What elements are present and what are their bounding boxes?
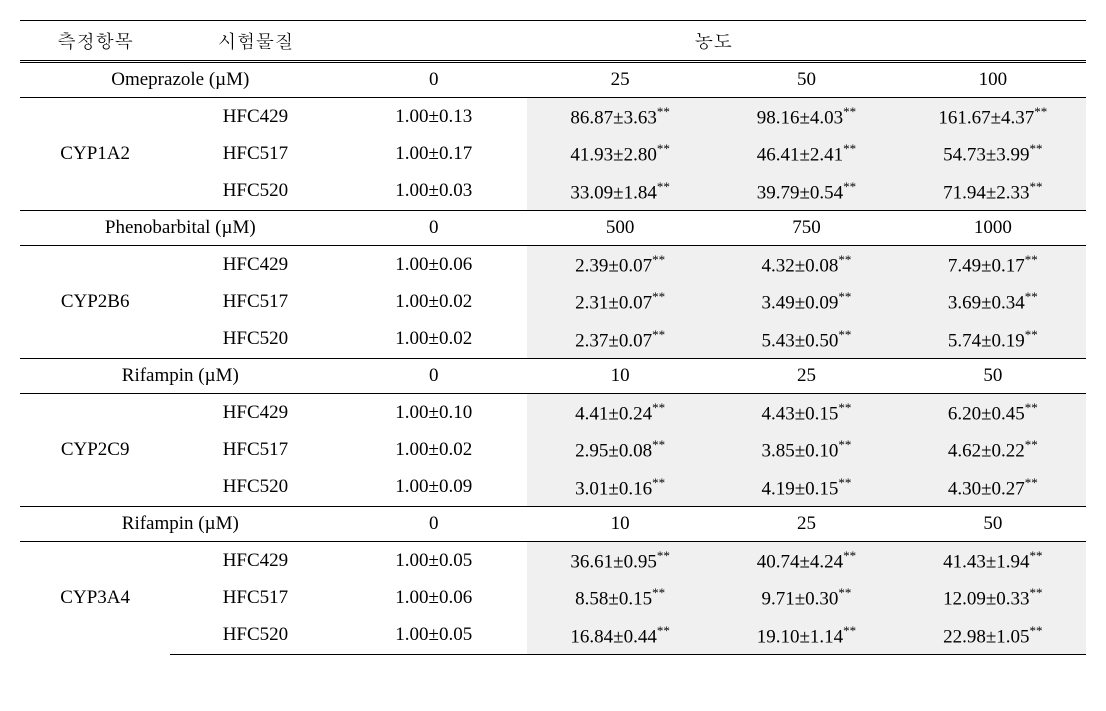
data-cell: 1.00±0.06 (341, 579, 527, 616)
data-cell: 54.73±3.99** (900, 135, 1086, 172)
dose-label: 0 (341, 62, 527, 98)
data-cell: 4.43±0.15** (713, 393, 899, 431)
data-cell: 1.00±0.13 (341, 98, 527, 136)
data-cell: 86.87±3.63** (527, 98, 713, 136)
data-cell: 1.00±0.02 (341, 283, 527, 320)
data-cell: 6.20±0.45** (900, 393, 1086, 431)
data-cell: 4.32±0.08** (713, 245, 899, 283)
dose-label: 0 (341, 358, 527, 393)
dose-label: 50 (713, 62, 899, 98)
data-cell: 46.41±2.41** (713, 135, 899, 172)
data-cell: 1.00±0.17 (341, 135, 527, 172)
data-cell: 1.00±0.06 (341, 245, 527, 283)
dose-label: 500 (527, 210, 713, 245)
drug-label: Rifampin (µM) (20, 358, 341, 393)
data-cell: 1.00±0.05 (341, 541, 527, 579)
data-cell: 4.19±0.15** (713, 469, 899, 507)
data-cell: 1.00±0.10 (341, 393, 527, 431)
data-cell: 161.67±4.37** (900, 98, 1086, 136)
data-cell: 40.74±4.24** (713, 541, 899, 579)
data-cell: 41.93±2.80** (527, 135, 713, 172)
data-cell: 19.10±1.14** (713, 617, 899, 655)
dose-label: 10 (527, 506, 713, 541)
drug-label: Rifampin (µM) (20, 506, 341, 541)
data-cell: 2.31±0.07** (527, 283, 713, 320)
data-cell: 3.85±0.10** (713, 431, 899, 468)
drug-label: Omeprazole (µM) (20, 62, 341, 98)
data-cell: 4.30±0.27** (900, 469, 1086, 507)
data-cell: 4.62±0.22** (900, 431, 1086, 468)
data-cell: 12.09±0.33** (900, 579, 1086, 616)
sample-label: HFC520 (170, 617, 340, 655)
dose-label: 10 (527, 358, 713, 393)
data-cell: 2.95±0.08** (527, 431, 713, 468)
data-cell: 3.01±0.16** (527, 469, 713, 507)
data-cell: 9.71±0.30** (713, 579, 899, 616)
dose-label: 25 (713, 506, 899, 541)
cyp-label: CYP3A4 (20, 541, 170, 654)
data-cell: 5.74±0.19** (900, 321, 1086, 359)
data-cell: 1.00±0.03 (341, 173, 527, 211)
data-cell: 5.43±0.50** (713, 321, 899, 359)
data-cell: 3.49±0.09** (713, 283, 899, 320)
drug-label: Phenobarbital (µM) (20, 210, 341, 245)
dose-label: 0 (341, 210, 527, 245)
sample-label: HFC520 (170, 469, 340, 507)
sample-label: HFC517 (170, 579, 340, 616)
cyp-label: CYP1A2 (20, 98, 170, 211)
data-cell: 1.00±0.05 (341, 617, 527, 655)
sample-label: HFC520 (170, 173, 340, 211)
data-cell: 1.00±0.09 (341, 469, 527, 507)
dose-label: 25 (527, 62, 713, 98)
data-cell: 22.98±1.05** (900, 617, 1086, 655)
header-sample: 시험물질 (170, 21, 340, 62)
data-cell: 98.16±4.03** (713, 98, 899, 136)
sample-label: HFC517 (170, 135, 340, 172)
header-item: 측정항목 (20, 21, 170, 62)
data-cell: 41.43±1.94** (900, 541, 1086, 579)
data-cell: 2.37±0.07** (527, 321, 713, 359)
dose-label: 0 (341, 506, 527, 541)
data-cell: 1.00±0.02 (341, 431, 527, 468)
data-cell: 1.00±0.02 (341, 321, 527, 359)
sample-label: HFC429 (170, 393, 340, 431)
sample-label: HFC520 (170, 321, 340, 359)
sample-label: HFC517 (170, 431, 340, 468)
data-cell: 4.41±0.24** (527, 393, 713, 431)
data-cell: 33.09±1.84** (527, 173, 713, 211)
cyp-label: CYP2C9 (20, 393, 170, 506)
sample-label: HFC429 (170, 541, 340, 579)
dose-label: 1000 (900, 210, 1086, 245)
dose-label: 25 (713, 358, 899, 393)
sample-label: HFC517 (170, 283, 340, 320)
sample-label: HFC429 (170, 98, 340, 136)
data-cell: 3.69±0.34** (900, 283, 1086, 320)
data-cell: 36.61±0.95** (527, 541, 713, 579)
data-cell: 8.58±0.15** (527, 579, 713, 616)
dose-label: 50 (900, 358, 1086, 393)
header-concentration: 농도 (341, 21, 1086, 62)
sample-label: HFC429 (170, 245, 340, 283)
dose-label: 50 (900, 506, 1086, 541)
data-cell: 2.39±0.07** (527, 245, 713, 283)
cyp-induction-table: 측정항목시험물질농도Omeprazole (µM)02550100CYP1A2H… (20, 20, 1086, 655)
data-cell: 16.84±0.44** (527, 617, 713, 655)
cyp-label: CYP2B6 (20, 245, 170, 358)
dose-label: 100 (900, 62, 1086, 98)
data-cell: 71.94±2.33** (900, 173, 1086, 211)
data-cell: 7.49±0.17** (900, 245, 1086, 283)
dose-label: 750 (713, 210, 899, 245)
data-cell: 39.79±0.54** (713, 173, 899, 211)
